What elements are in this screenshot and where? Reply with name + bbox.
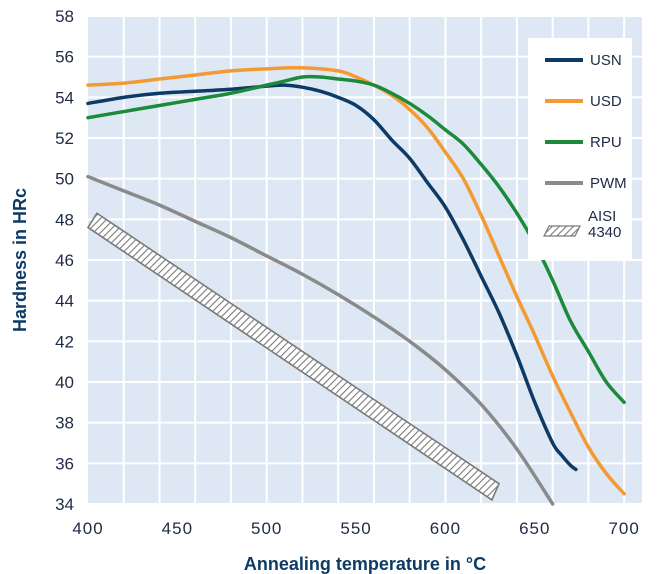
y-tick-label: 46 xyxy=(55,251,74,270)
y-tick-label: 54 xyxy=(55,88,74,107)
y-axis-title: Hardness in HRc xyxy=(10,188,30,332)
y-tick-label: 44 xyxy=(55,292,74,311)
legend-label-usd: USD xyxy=(590,93,622,110)
x-tick-label: 450 xyxy=(162,519,193,538)
series-line-usd xyxy=(86,66,626,496)
series-line-usn xyxy=(86,83,578,472)
band-aisi-4340 xyxy=(86,212,501,502)
x-tick-label: 700 xyxy=(608,519,639,538)
y-tick-label: 52 xyxy=(55,129,74,148)
x-tick-label: 500 xyxy=(251,519,282,538)
series-layer xyxy=(86,66,626,506)
series-line-rpu xyxy=(86,74,626,405)
y-tick-label: 42 xyxy=(55,332,74,351)
y-tick-label: 50 xyxy=(55,170,74,189)
legend-box xyxy=(528,38,632,260)
legend-label-pwm: PWM xyxy=(590,175,627,192)
x-tick-label: 600 xyxy=(430,519,461,538)
y-axis-ticks: 34 36 38 40 42 44 46 48 50 52 54 56 58 xyxy=(55,7,74,514)
y-tick-label: 58 xyxy=(55,7,74,26)
series-line-pwm xyxy=(86,174,555,506)
x-tick-label: 550 xyxy=(340,519,371,538)
x-axis-ticks: 400 450 500 550 600 650 700 xyxy=(72,519,639,538)
legend-label-usn: USN xyxy=(590,52,622,69)
legend-label-aisi-4340: AISI xyxy=(588,208,616,225)
y-tick-label: 56 xyxy=(55,48,74,67)
x-axis-title: Annealing temperature in °C xyxy=(244,554,486,574)
x-tick-label: 400 xyxy=(72,519,103,538)
y-tick-label: 40 xyxy=(55,373,74,392)
y-tick-label: 38 xyxy=(55,414,74,433)
x-tick-label: 650 xyxy=(519,519,550,538)
y-tick-label: 34 xyxy=(55,495,74,514)
legend-swatch-aisi-4340 xyxy=(543,225,581,237)
bands-layer xyxy=(86,212,501,502)
legend-label-rpu: RPU xyxy=(590,134,622,151)
y-tick-label: 48 xyxy=(55,210,74,229)
legend-label-aisi-4340: 4340 xyxy=(588,224,621,241)
y-tick-label: 36 xyxy=(55,454,74,473)
